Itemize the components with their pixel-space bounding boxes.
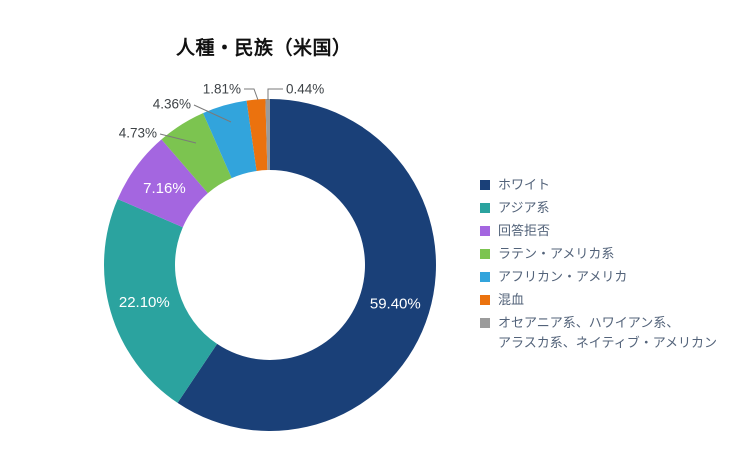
legend-swatch — [480, 226, 490, 236]
pie-slice-4[interactable] — [203, 100, 257, 179]
pie-slice-3[interactable] — [161, 113, 232, 194]
pie-slice-6[interactable] — [265, 98, 270, 171]
leader-line-6 — [267, 88, 283, 100]
chart-title: 人種・民族（米国） — [176, 38, 352, 59]
slice-label-2: 7.16% — [143, 180, 186, 197]
legend-label: オセアニア系、ハワイアン系、 アラスカ系、ネイティブ・アメリカン — [498, 315, 718, 350]
slice-label-4: 4.36% — [153, 97, 191, 112]
slice-label-1: 22.10% — [119, 294, 170, 311]
legend-label: 混血 — [498, 292, 525, 307]
legend-swatch — [480, 180, 490, 190]
legend-swatch — [480, 203, 490, 213]
legend-label: 回答拒否 — [498, 223, 551, 238]
legend-swatch — [480, 295, 490, 305]
legend-item-0[interactable]: ホワイト — [480, 175, 745, 195]
leader-line-4 — [193, 104, 232, 123]
legend-label: アフリカン・アメリカ — [498, 269, 628, 284]
legend-item-3[interactable]: ラテン・アメリカ系 — [480, 244, 745, 264]
legend-swatch — [480, 272, 490, 282]
leader-line-3 — [159, 133, 197, 144]
legend-item-4[interactable]: アフリカン・アメリカ — [480, 267, 745, 287]
slice-label-5: 1.81% — [203, 82, 241, 97]
pie-slice-1[interactable] — [103, 199, 218, 403]
legend-item-1[interactable]: アジア系 — [480, 198, 745, 218]
legend: ホワイトアジア系回答拒否ラテン・アメリカ系 アフリカン・アメリカ 混血オセアニア系、… — [480, 175, 745, 356]
slice-label-6: 0.44% — [286, 82, 324, 97]
legend-item-5[interactable]: 混血 — [480, 290, 745, 310]
slice-label-3: 4.73% — [119, 126, 157, 141]
legend-item-6[interactable]: オセアニア系、ハワイアン系、 アラスカ系、ネイティブ・アメリカン — [480, 313, 745, 353]
legend-swatch — [480, 249, 490, 259]
legend-label: ホワイト — [498, 177, 551, 192]
slice-label-0: 59.40% — [370, 295, 421, 312]
leader-line-5 — [244, 88, 259, 101]
legend-label: アジア系 — [498, 200, 550, 215]
pie-slice-2[interactable] — [117, 139, 208, 228]
legend-swatch — [480, 318, 490, 328]
pie-slice-5[interactable] — [246, 99, 268, 171]
legend-label: ラテン・アメリカ系 — [498, 246, 615, 261]
legend-item-2[interactable]: 回答拒否 — [480, 221, 745, 241]
pie-slice-0[interactable] — [177, 99, 436, 431]
